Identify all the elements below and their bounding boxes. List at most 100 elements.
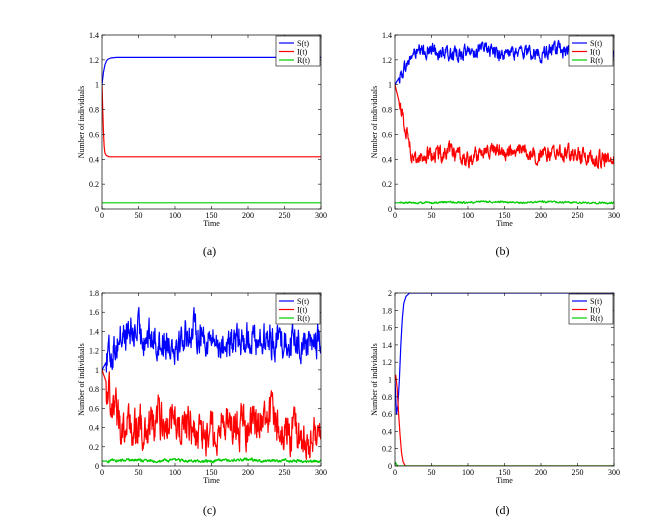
y-tick-label: 1.4 <box>382 341 392 350</box>
y-tick-label: 1.2 <box>89 347 99 356</box>
x-tick-label: 200 <box>535 211 547 220</box>
legend-entry: I(t) <box>297 47 308 56</box>
legend: S(t)I(t)R(t) <box>568 293 614 325</box>
y-tick-label: 0.2 <box>382 180 392 189</box>
y-tick-label: 0.6 <box>382 130 392 139</box>
y-tick-label: 0.4 <box>89 424 99 433</box>
x-axis-label: Time <box>203 476 220 485</box>
y-tick-label: 1 <box>388 376 392 385</box>
y-tick-label: 0.8 <box>89 106 99 115</box>
legend-entry: I(t) <box>590 47 601 56</box>
legend-entry: S(t) <box>590 39 602 48</box>
y-tick-label: 0.8 <box>382 393 392 402</box>
y-tick-label: 0.8 <box>382 106 392 115</box>
y-tick-label: 0.6 <box>382 410 392 419</box>
y-tick-label: 0 <box>388 205 392 214</box>
x-axis-label: Time <box>496 219 513 228</box>
panel-caption: (a) <box>203 244 216 258</box>
y-tick-label: 1.4 <box>382 31 392 40</box>
y-tick-label: 1.4 <box>89 327 99 336</box>
legend-entry: R(t) <box>297 314 310 323</box>
x-tick-label: 0 <box>393 211 397 220</box>
y-tick-label: 1.2 <box>89 56 99 65</box>
x-tick-label: 100 <box>462 211 474 220</box>
legend: S(t)I(t)R(t) <box>568 35 614 67</box>
y-tick-label: 2 <box>388 289 392 298</box>
x-tick-label: 50 <box>135 468 143 477</box>
y-tick-label: 0 <box>95 462 99 471</box>
x-tick-label: 50 <box>428 211 436 220</box>
series-line-it <box>395 84 614 169</box>
y-tick-label: 1.4 <box>89 31 99 40</box>
panel-caption: (c) <box>203 503 216 517</box>
x-tick-label: 250 <box>572 211 584 220</box>
legend-entry: I(t) <box>297 305 308 314</box>
x-axis-label: Time <box>496 476 513 485</box>
series-line-st <box>395 293 614 415</box>
y-tick-label: 0.2 <box>89 180 99 189</box>
y-axis-label: Number of individuals <box>370 86 379 158</box>
x-tick-label: 300 <box>608 468 620 477</box>
legend-entry: S(t) <box>590 297 602 306</box>
legend: S(t)I(t)R(t) <box>275 293 321 325</box>
chart-panel-c: 0 50 100 150 200 250 300 0 0.2 0.4 0.6 0.8 1 1.2 1.4 1.… <box>77 289 327 517</box>
x-tick-label: 250 <box>279 468 291 477</box>
chart-panel-d: 0 50 100 150 200 250 300 0 0.2 0.4 0.6 0.8 1 1.2 1.4 1.… <box>370 289 620 517</box>
y-axis-label: Number of individuals <box>77 86 86 158</box>
y-tick-label: 0 <box>388 462 392 471</box>
series-line-it <box>102 369 321 461</box>
x-tick-label: 0 <box>393 468 397 477</box>
x-tick-label: 200 <box>535 468 547 477</box>
x-tick-label: 150 <box>206 211 218 220</box>
series-line-rt <box>395 461 614 466</box>
x-tick-label: 200 <box>242 468 254 477</box>
x-tick-label: 250 <box>572 468 584 477</box>
x-tick-label: 100 <box>169 468 181 477</box>
y-tick-label: 1.8 <box>382 306 392 315</box>
x-tick-label: 300 <box>315 468 327 477</box>
series-line-it <box>395 374 614 466</box>
x-tick-label: 100 <box>462 468 474 477</box>
x-tick-label: 50 <box>135 211 143 220</box>
y-tick-label: 1 <box>388 81 392 90</box>
legend-box <box>275 35 321 67</box>
panel-caption: (b) <box>496 244 510 258</box>
y-tick-label: 0.2 <box>382 445 392 454</box>
x-tick-label: 150 <box>499 468 511 477</box>
y-tick-label: 0.6 <box>89 404 99 413</box>
y-tick-label: 1.2 <box>382 358 392 367</box>
x-tick-label: 100 <box>169 211 181 220</box>
x-tick-label: 200 <box>242 211 254 220</box>
x-tick-label: 150 <box>206 468 218 477</box>
x-tick-label: 300 <box>315 211 327 220</box>
x-axis-label: Time <box>203 219 220 228</box>
legend-entry: R(t) <box>590 314 603 323</box>
legend-entry: I(t) <box>590 305 601 314</box>
series-line-st <box>102 56 321 85</box>
y-tick-label: 1.2 <box>382 56 392 65</box>
x-tick-label: 0 <box>100 211 104 220</box>
legend-entry: R(t) <box>590 56 603 65</box>
y-tick-label: 1.6 <box>89 308 99 317</box>
y-tick-label: 0.4 <box>382 427 392 436</box>
y-tick-label: 0.8 <box>89 385 99 394</box>
y-tick-label: 1 <box>95 366 99 375</box>
y-axis-label: Number of individuals <box>77 343 86 415</box>
x-tick-label: 300 <box>608 211 620 220</box>
y-axis-label: Number of individuals <box>370 343 379 415</box>
x-tick-label: 50 <box>428 468 436 477</box>
x-tick-label: 0 <box>100 468 104 477</box>
y-tick-label: 0.2 <box>89 443 99 452</box>
series-line-rt <box>102 457 321 464</box>
series-line-it <box>102 84 321 158</box>
series-line-st <box>102 306 321 373</box>
y-tick-label: 1 <box>95 81 99 90</box>
series-line-rt <box>395 200 614 205</box>
chart-panel-b: 0 50 100 150 200 250 300 0 0.2 0.4 0.6 0.8 1 1.2 1.4 Ti… <box>370 31 620 258</box>
x-tick-label: 250 <box>279 211 291 220</box>
chart-panel-a: 0 50 100 150 200 250 300 0 0.2 0.4 0.6 0.8 1 1.2 1.4 Ti… <box>77 31 327 258</box>
y-tick-label: 0 <box>95 205 99 214</box>
legend-entry: S(t) <box>297 297 309 306</box>
legend-entry: R(t) <box>297 56 310 65</box>
